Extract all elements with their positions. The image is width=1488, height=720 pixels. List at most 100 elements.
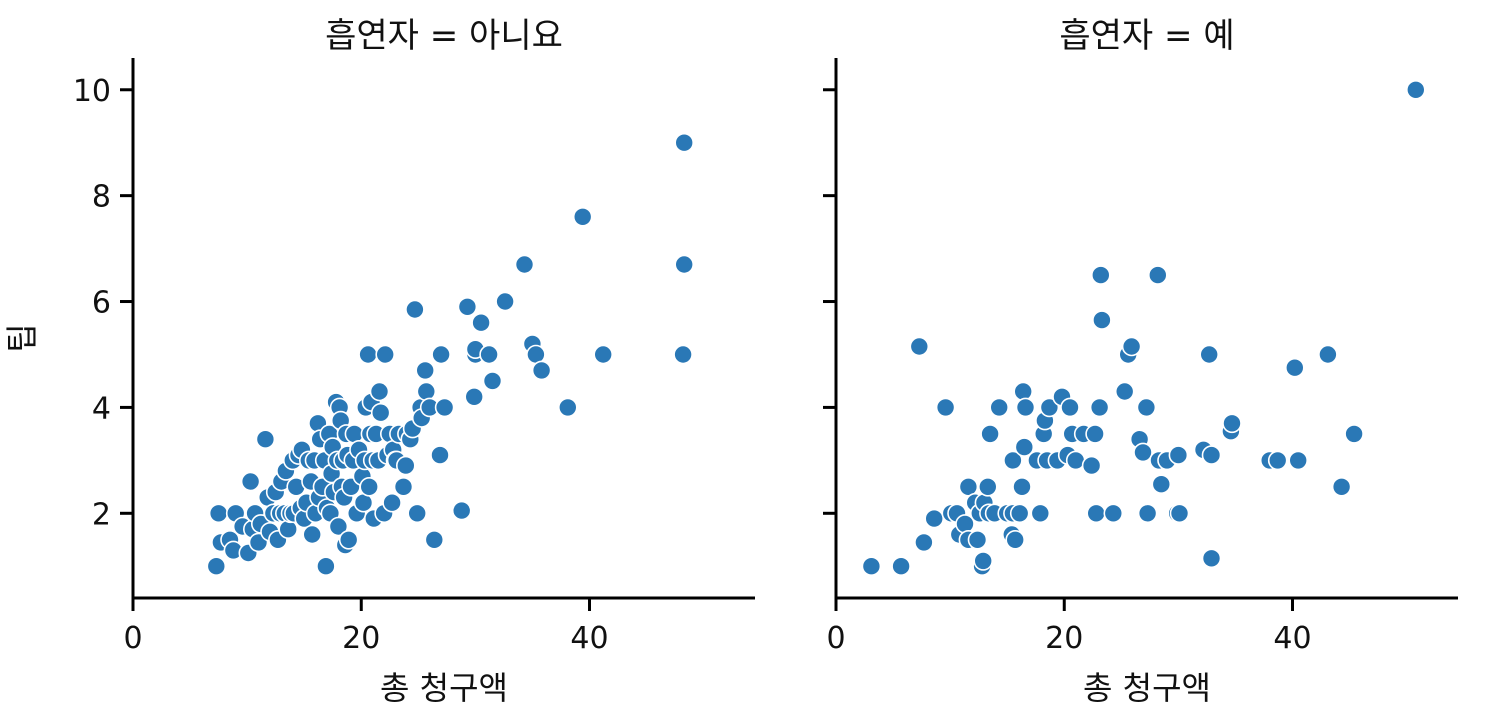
scatter-point <box>328 516 349 537</box>
scatter-point <box>416 381 437 402</box>
scatter-point <box>1013 381 1034 402</box>
scatter-point <box>1137 503 1158 524</box>
scatter-point <box>451 500 472 521</box>
x-tick-label: 40 <box>570 621 608 656</box>
scatter-point <box>302 524 323 545</box>
scatter-point <box>1012 476 1032 497</box>
scatter-point <box>531 360 552 381</box>
scatter-point <box>370 402 391 423</box>
scatter-point <box>914 532 934 553</box>
scatter-point <box>359 476 380 497</box>
scatter-point <box>479 344 499 365</box>
scatter-point <box>1331 476 1352 497</box>
scatter-point <box>430 445 450 465</box>
scatter-point <box>1003 450 1023 471</box>
scatter-point <box>989 397 1010 418</box>
scatter-point <box>557 397 578 418</box>
scatter-point <box>457 296 478 317</box>
scatter-point <box>431 344 451 365</box>
scatter-point <box>482 371 503 391</box>
scatter-point <box>1201 445 1222 465</box>
scatter-point <box>1136 397 1157 418</box>
scatter-point <box>255 429 276 450</box>
scatter-point <box>1030 503 1051 524</box>
scatter-point <box>572 207 593 227</box>
facet-panel-1: 흡연자 = 아니요 2 4 6 8 10 0 20 40 총 청구액 <box>73 16 755 707</box>
scatter-point <box>415 360 436 381</box>
scatter-point <box>1103 503 1124 524</box>
x-tick-label: 40 <box>1273 621 1311 656</box>
scatter-point <box>1151 474 1172 495</box>
scatter-point <box>1201 548 1222 569</box>
scatter-point <box>240 471 261 492</box>
scatter-point <box>514 254 535 275</box>
scatter-point <box>673 344 693 365</box>
scatter-point <box>375 344 396 365</box>
y-tick-label: 6 <box>92 286 111 321</box>
y-tick-label: 10 <box>73 74 111 109</box>
scatter-point <box>674 254 695 275</box>
scatter-point <box>358 344 378 365</box>
scatter-point <box>973 551 994 571</box>
scatter-point <box>1121 336 1142 357</box>
scatter-point <box>471 312 491 333</box>
scatter-point <box>977 476 998 497</box>
panel-title: 흡연자 = 예 <box>1059 16 1234 56</box>
scatter-point <box>1285 357 1305 378</box>
scatter-point <box>395 455 416 476</box>
scatter-point <box>1081 455 1102 476</box>
scatter-point <box>1039 397 1060 418</box>
scatter-point <box>924 508 945 529</box>
scatter-point <box>1089 397 1110 418</box>
scatter-point <box>1086 503 1106 524</box>
scatter-point <box>1133 442 1153 463</box>
y-tick-label: 2 <box>92 497 111 532</box>
scatter-point <box>1014 437 1035 457</box>
scatter-point <box>393 476 414 497</box>
scatter-point <box>1009 503 1030 524</box>
scatter-point <box>935 397 956 418</box>
scatter-point <box>369 381 390 402</box>
scatter-point <box>1148 265 1168 285</box>
scatter-point <box>1199 344 1219 365</box>
x-tick-label: 0 <box>123 621 142 656</box>
scatter-point <box>316 556 336 577</box>
y-axis-title: 팁 <box>3 323 41 352</box>
x-axis-title: 총 청구액 <box>1083 669 1211 707</box>
scatter-point <box>980 424 1000 444</box>
scatter-point <box>674 132 695 153</box>
scatter-point <box>338 529 359 550</box>
scatter-point <box>495 291 515 312</box>
scatter-point <box>1318 344 1338 365</box>
scatter-point <box>434 397 455 418</box>
scatter-point <box>1091 265 1111 285</box>
x-tick-label: 20 <box>342 621 380 656</box>
scatter-point <box>861 556 882 577</box>
scatter-point <box>1114 381 1135 402</box>
y-tick-label: 4 <box>92 391 111 426</box>
scatter-point <box>464 386 485 407</box>
x-axis-title: 총 청구액 <box>380 669 508 707</box>
scatter-point <box>405 299 425 320</box>
scatter-point <box>1267 450 1288 471</box>
scatter-point <box>1288 450 1308 471</box>
scatter-point <box>1085 424 1105 444</box>
scatter-point <box>593 344 614 365</box>
scatter-point <box>208 503 229 524</box>
x-tick-label: 20 <box>1045 621 1083 656</box>
scatter-point <box>1222 413 1242 434</box>
scatter-point <box>1344 424 1364 444</box>
scatter-point <box>1005 529 1026 550</box>
scatter-point <box>1168 445 1189 465</box>
scatter-point <box>1060 397 1080 418</box>
scatter-point <box>206 556 227 577</box>
scatter-point <box>1015 397 1036 418</box>
scatter-point <box>1406 80 1426 100</box>
scatter-point <box>1169 503 1190 524</box>
scatter-point <box>382 492 402 513</box>
scatter-point <box>407 503 428 524</box>
scatter-point <box>891 556 911 577</box>
y-tick-label: 8 <box>92 180 111 215</box>
